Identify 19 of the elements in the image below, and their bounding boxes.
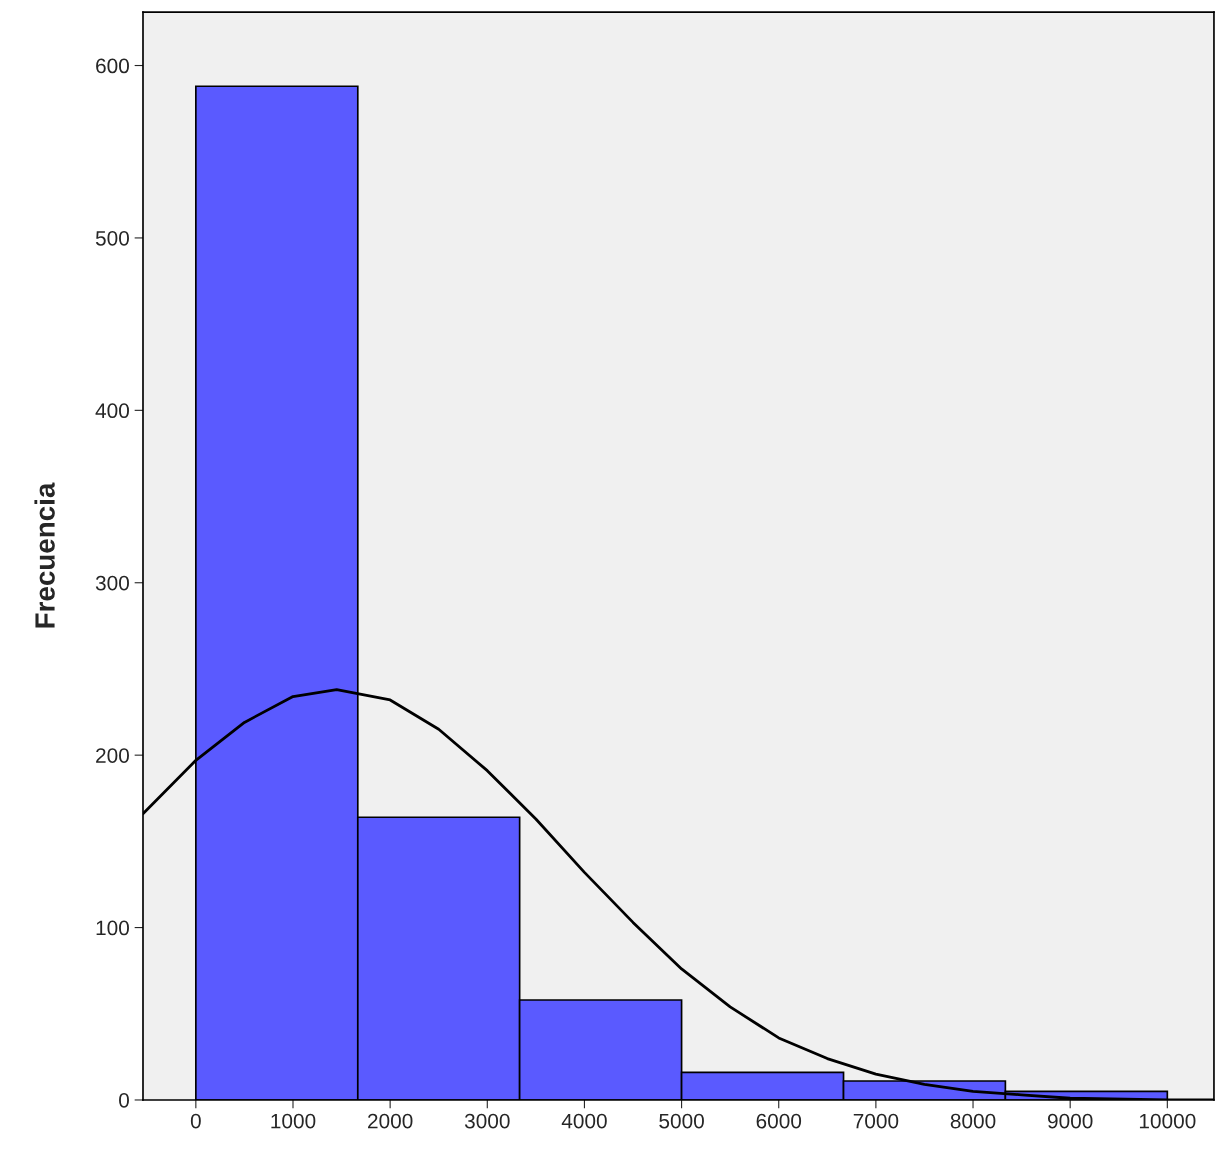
x-tick-label: 6000	[756, 1113, 802, 1129]
x-tick-label: 10000	[1139, 1113, 1196, 1129]
y-tick-label: 100	[96, 920, 129, 936]
y-tick-label: 0	[119, 1092, 129, 1108]
x-tick-label: 2000	[368, 1113, 413, 1129]
x-tick-label: 1000	[271, 1113, 316, 1129]
y-tick-label: 600	[96, 58, 129, 74]
x-tick-label: 8000	[950, 1113, 996, 1129]
x-tick-label: 5000	[659, 1113, 704, 1129]
y-tick-label: 400	[95, 403, 129, 419]
y-axis-title: Frecuencia	[34, 482, 55, 628]
x-tick-label: 0	[190, 1113, 201, 1129]
x-tick-label: 9000	[1047, 1113, 1093, 1129]
y-tick-label: 300	[95, 575, 129, 591]
y-tick-label: 200	[96, 748, 129, 763]
x-tick-label: 7000	[853, 1113, 899, 1129]
y-tick-label: 500	[95, 230, 129, 246]
x-tick-label: 3000	[464, 1113, 510, 1129]
x-tick-label: 4000	[561, 1113, 607, 1129]
